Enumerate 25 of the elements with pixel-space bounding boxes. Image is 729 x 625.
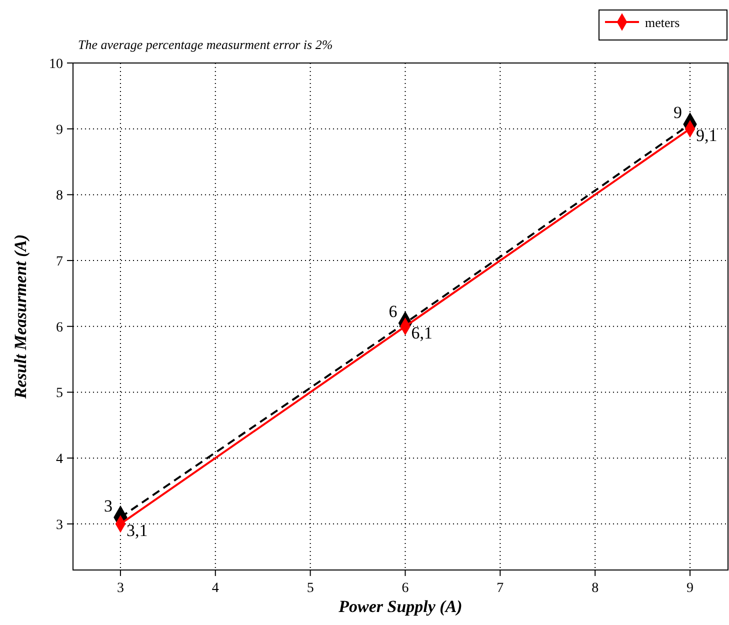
y-tick-label: 10 xyxy=(49,57,63,72)
y-tick-label: 8 xyxy=(56,188,63,204)
y-tick-label: 6 xyxy=(56,320,63,336)
y-axis-title: Result Measurment (A) xyxy=(11,234,30,400)
x-tick-label: 5 xyxy=(306,581,314,596)
x-tick-label: 6 xyxy=(402,581,409,596)
y-tick-label: 4 xyxy=(56,452,63,468)
annotation: 9,1 xyxy=(696,126,718,145)
text: The average percentage measurment error is 2% xyxy=(78,37,333,52)
x-tick-label: 7 xyxy=(496,581,504,596)
legend-label: meters xyxy=(645,15,680,30)
x-tick-label: 9 xyxy=(686,581,694,596)
y-tick-label: 5 xyxy=(56,386,63,402)
y-tick-label: 3 xyxy=(56,518,63,533)
annotation: 3 xyxy=(104,496,112,516)
y-tick-label: 7 xyxy=(56,254,63,270)
y-tick-label: 9 xyxy=(56,122,63,138)
annotation: 6,1 xyxy=(411,323,432,342)
annotation: 6 xyxy=(388,302,398,322)
x-axis-title: Power Supply (A) xyxy=(338,597,462,616)
x-tick-label: 4 xyxy=(212,581,219,596)
annotation: 3,1 xyxy=(126,520,148,540)
annotation: 9 xyxy=(674,103,682,122)
x-tick-label: 8 xyxy=(592,581,599,596)
x-tick-label: 3 xyxy=(116,581,124,596)
